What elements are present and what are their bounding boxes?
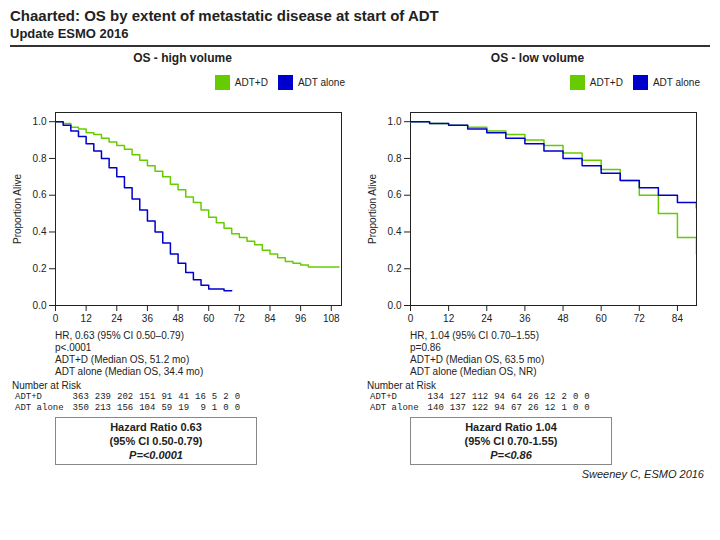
html-text:91: 91: [161, 392, 173, 402]
svg-text:24: 24: [111, 313, 123, 324]
html-text:ADT+D: ADT+D: [234, 77, 268, 88]
svg-text:72: 72: [234, 313, 246, 324]
html-text:Number at Risk: Number at Risk: [12, 380, 81, 391]
html-text:122: 122: [472, 403, 489, 413]
svg-text:0.6: 0.6: [33, 189, 47, 200]
html-text:9: 9: [200, 403, 206, 413]
svg-text:0.6: 0.6: [388, 189, 402, 200]
svg-text:0.2: 0.2: [388, 263, 402, 274]
html-text:Chaarted: OS by extent of meta: Chaarted: OS by extent of metastatic dis…: [10, 7, 439, 24]
svg-text:Proportion Alive: Proportion Alive: [12, 174, 23, 244]
html-text:Number at Risk: Number at Risk: [367, 380, 436, 391]
html-text:1: 1: [211, 403, 218, 413]
html-text:HR, 1.04 (95% CI 0.70–1.55) p=: HR, 1.04 (95% CI 0.70–1.55) p=0.86 ADT+D…: [410, 330, 545, 377]
html-text:0: 0: [572, 403, 579, 413]
html-text:Hazard Ratio 1.04: Hazard Ratio 1.04: [465, 421, 557, 433]
html-text:HR, 0.63 (95% CI 0.50–0.79) p<: HR, 0.63 (95% CI 0.50–0.79) p<.0001 ADT+…: [55, 330, 204, 377]
html-text:ADT+D: ADT+D: [370, 392, 397, 402]
html-text:ADT alone: ADT alone: [15, 403, 64, 413]
html-text:1: 1: [561, 403, 567, 413]
html-text:94: 94: [494, 403, 505, 413]
html-text:104: 104: [139, 403, 156, 413]
html-text:156: 156: [117, 403, 134, 413]
svg-text:36: 36: [142, 313, 154, 324]
html-text:137: 137: [449, 403, 466, 413]
html-text:64: 64: [511, 392, 522, 402]
html-text:0: 0: [234, 392, 241, 402]
html-text:Sweeney C, ESMO 2016: Sweeney C, ESMO 2016: [581, 468, 704, 480]
html-text:12: 12: [544, 392, 556, 402]
html-text:P=<0.86: P=<0.86: [490, 449, 532, 461]
html-text:0: 0: [223, 403, 229, 413]
html-text:0: 0: [234, 403, 241, 413]
html-text:134: 134: [427, 392, 444, 402]
svg-text:0: 0: [408, 313, 414, 324]
svg-text:Proportion Alive: Proportion Alive: [367, 174, 378, 244]
svg-text:36: 36: [519, 313, 531, 324]
html-text:OS - low volume: OS - low volume: [490, 51, 585, 65]
html-text:94: 94: [494, 392, 505, 402]
svg-text:60: 60: [596, 313, 608, 324]
svg-text:12: 12: [81, 313, 93, 324]
html-text:19: 19: [178, 403, 189, 413]
html-text:2: 2: [561, 392, 567, 402]
html-text:151: 151: [139, 392, 156, 402]
svg-text:1.0: 1.0: [388, 116, 402, 127]
svg-text:0.0: 0.0: [388, 300, 402, 311]
svg-text:108: 108: [323, 313, 340, 324]
html-text:ADT+D: ADT+D: [15, 392, 42, 402]
svg-text:24: 24: [481, 313, 493, 324]
svg-text:48: 48: [173, 313, 185, 324]
html-text:363: 363: [72, 392, 89, 402]
html-text:ADT alone: ADT alone: [652, 77, 700, 88]
html-text:0: 0: [584, 392, 590, 402]
html-text:127: 127: [449, 392, 466, 402]
html-text:112: 112: [472, 392, 489, 402]
html-text:41: 41: [178, 392, 189, 402]
html-text:26: 26: [527, 403, 539, 413]
html-text:26: 26: [527, 392, 539, 402]
html-text:(95% CI 0.50-0.79): (95% CI 0.50-0.79): [109, 435, 203, 447]
html-text:16: 16: [195, 392, 206, 402]
html-text:239: 239: [94, 392, 111, 402]
html-text:Update ESMO 2016: Update ESMO 2016: [10, 26, 129, 41]
html-text:67: 67: [511, 403, 522, 413]
svg-text:0.2: 0.2: [33, 263, 47, 274]
svg-text:1.0: 1.0: [33, 116, 47, 127]
svg-text:84: 84: [264, 313, 276, 324]
svg-text:0.0: 0.0: [33, 300, 47, 311]
html-text:350: 350: [72, 403, 89, 413]
svg-text:72: 72: [634, 313, 646, 324]
html-text:OS - high volume: OS - high volume: [133, 51, 232, 65]
svg-text:0.4: 0.4: [33, 226, 47, 237]
html-text:5: 5: [211, 392, 218, 402]
html-text:140: 140: [427, 403, 444, 413]
svg-text:0.8: 0.8: [388, 153, 402, 164]
html-text:2: 2: [223, 392, 229, 402]
html-text:ADT alone: ADT alone: [297, 77, 345, 88]
svg-text:48: 48: [557, 313, 569, 324]
svg-text:0.8: 0.8: [33, 153, 47, 164]
html-text:P=<0.0001: P=<0.0001: [129, 449, 183, 461]
html-text:213: 213: [94, 403, 111, 413]
html-text:ADT alone: ADT alone: [370, 403, 419, 413]
svg-text:0: 0: [53, 313, 59, 324]
html-text:0: 0: [584, 403, 590, 413]
html-text:Hazard Ratio 0.63: Hazard Ratio 0.63: [110, 421, 202, 433]
svg-text:0.4: 0.4: [388, 226, 402, 237]
html-text:12: 12: [544, 403, 556, 413]
svg-text:60: 60: [203, 313, 215, 324]
svg-text:96: 96: [295, 313, 307, 324]
html-text:59: 59: [161, 403, 173, 413]
html-text:ADT+D: ADT+D: [589, 77, 623, 88]
html-text:(95% CI 0.70-1.55): (95% CI 0.70-1.55): [464, 435, 558, 447]
svg-text:12: 12: [443, 313, 455, 324]
svg-text:84: 84: [672, 313, 684, 324]
html-text:0: 0: [572, 392, 579, 402]
html-text:202: 202: [117, 392, 134, 402]
